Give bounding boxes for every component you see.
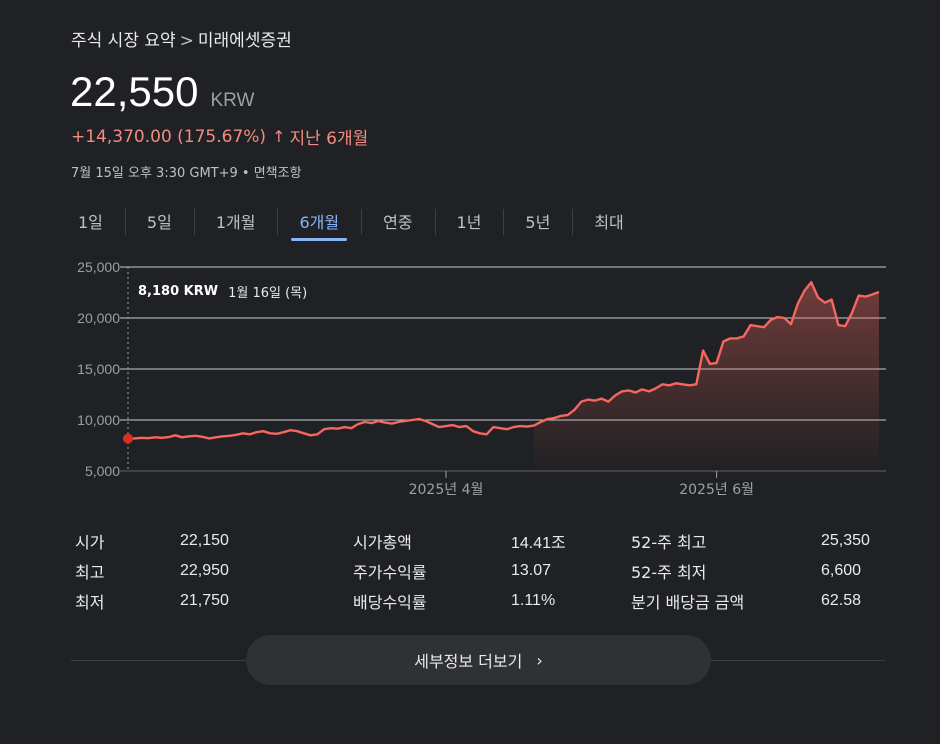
stat-label: 시가 <box>75 533 105 552</box>
stat-row: 배당수익률 1.11% <box>353 586 631 616</box>
current-price: 22,550 KRW <box>70 68 254 116</box>
arrow-up-icon: ↑ <box>272 127 286 146</box>
breadcrumb-parent-link[interactable]: 주식 시장 요약 <box>71 31 176 51</box>
more-details-button[interactable]: 세부정보 더보기 › <box>246 635 711 685</box>
stat-row: 분기 배당금 금액 62.58 <box>631 586 875 616</box>
tab-range-6[interactable]: 5년 <box>503 206 572 236</box>
price-currency: KRW <box>210 90 255 111</box>
tooltip-date: 1월 16일 (목) <box>228 285 308 301</box>
stat-value: 14.41조 <box>511 535 566 552</box>
stat-row: 52-주 최저 6,600 <box>631 556 875 586</box>
stat-row: 최저 21,750 <box>75 586 353 616</box>
y-tick-label: 10,000 <box>77 412 120 428</box>
change-amount: +14,370.00 (175.67%) <box>71 126 267 147</box>
stat-value: 62.58 <box>821 592 862 609</box>
stat-row: 주가수익률 13.07 <box>353 556 631 586</box>
price-line <box>127 281 880 440</box>
x-tick-label: 2025년 4월 <box>409 482 484 498</box>
stat-value: 13.07 <box>511 562 552 579</box>
price-change: +14,370.00 (175.67%) ↑ 지난 6개월 <box>71 124 369 150</box>
stat-row: 52-주 최고 25,350 <box>631 526 875 556</box>
stat-value: 21,750 <box>180 592 229 609</box>
price-chart[interactable]: 25,000 20,000 15,000 10,000 5,000 2025년 4월 20… <box>0 250 940 510</box>
x-tick-label: 2025년 6월 <box>679 482 754 498</box>
stats-column-0: 시가 22,150 최고 22,950 최저 21,750 <box>75 526 353 616</box>
price-value: 22,550 <box>70 68 199 115</box>
y-tick-label: 5,000 <box>85 463 120 479</box>
breadcrumb: 주식 시장 요약 > 미래에셋증권 <box>71 26 292 51</box>
stat-value: 22,150 <box>180 532 229 549</box>
y-tick-label: 25,000 <box>77 259 120 275</box>
tab-range-2[interactable]: 1개월 <box>193 206 278 236</box>
stat-row: 시가 22,150 <box>75 526 353 556</box>
stat-label: 최고 <box>75 563 105 582</box>
stat-label: 시가총액 <box>353 533 412 552</box>
more-details-label: 세부정보 더보기 <box>414 652 523 671</box>
range-tabs: 1일 5일 1개월 6개월 연중 1년 5년 최대 <box>56 204 646 241</box>
chart-tooltip: 8,180 KRW 1월 16일 (목) <box>130 276 316 306</box>
change-period: 지난 6개월 <box>289 129 369 149</box>
tab-range-0[interactable]: 1일 <box>78 213 103 232</box>
price-area-fill <box>533 282 879 471</box>
tab-range-1[interactable]: 5일 <box>124 206 194 236</box>
stat-label: 배당수익률 <box>353 593 427 612</box>
stat-label: 분기 배당금 금액 <box>631 593 745 612</box>
tab-range-3[interactable]: 6개월 <box>277 206 361 241</box>
breadcrumb-current: 미래에셋증권 <box>197 31 292 51</box>
stat-value: 1.11% <box>511 592 556 609</box>
stat-row: 시가총액 14.41조 <box>353 526 631 556</box>
tab-range-7[interactable]: 최대 <box>572 206 645 236</box>
stat-label: 주가수익률 <box>353 563 427 582</box>
breadcrumb-separator: > <box>179 31 194 51</box>
timestamp-disclaimer[interactable]: 7월 15일 오후 3:30 GMT+9 • 면책조항 <box>71 166 302 181</box>
hover-point <box>123 433 133 444</box>
y-tick-label: 20,000 <box>77 310 120 326</box>
stat-value: 25,350 <box>821 532 870 549</box>
stat-value: 22,950 <box>180 562 229 579</box>
stat-value: 6,600 <box>821 562 862 579</box>
stat-label: 최저 <box>75 593 105 612</box>
stat-row: 최고 22,950 <box>75 556 353 586</box>
tooltip-price: 8,180 KRW <box>138 283 219 299</box>
stat-label: 52-주 최고 <box>631 533 707 552</box>
stat-label: 52-주 최저 <box>631 563 707 582</box>
stats-column-2: 52-주 최고 25,350 52-주 최저 6,600 분기 배당금 금액 62.58 <box>631 526 875 616</box>
y-tick-label: 15,000 <box>77 361 120 377</box>
tab-range-5[interactable]: 1년 <box>434 206 504 236</box>
tab-range-4[interactable]: 연중 <box>361 206 434 236</box>
chevron-right-icon: › <box>536 650 543 670</box>
